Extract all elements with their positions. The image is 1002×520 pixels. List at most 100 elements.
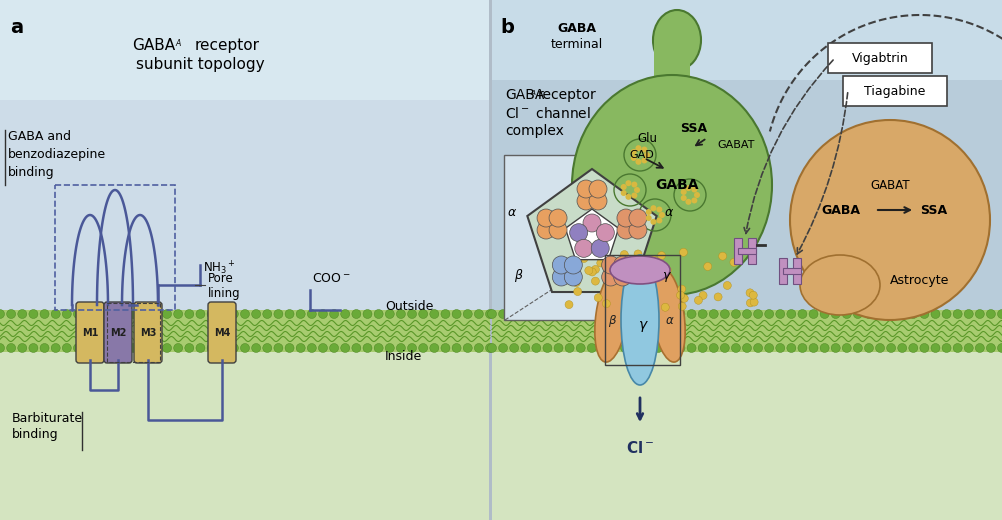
Circle shape [676, 344, 685, 353]
Circle shape [676, 291, 684, 299]
Circle shape [620, 184, 626, 190]
Circle shape [843, 309, 852, 318]
Text: receptor: receptor [538, 88, 597, 102]
Circle shape [40, 344, 49, 353]
Circle shape [486, 309, 495, 318]
Circle shape [252, 344, 261, 353]
Circle shape [330, 344, 339, 353]
Circle shape [843, 344, 852, 353]
Circle shape [920, 344, 929, 353]
Circle shape [452, 344, 461, 353]
Circle shape [630, 149, 636, 155]
Circle shape [731, 344, 740, 353]
Circle shape [441, 309, 450, 318]
Text: GABA: GABA [557, 22, 596, 35]
Text: M2: M2 [110, 328, 126, 337]
Circle shape [609, 344, 618, 353]
Circle shape [653, 344, 662, 353]
Circle shape [441, 344, 450, 353]
Circle shape [678, 302, 686, 310]
Bar [0, 310, 490, 352]
Text: Vigabtrin: Vigabtrin [852, 51, 909, 64]
Circle shape [463, 344, 472, 353]
Circle shape [680, 294, 688, 303]
Circle shape [7, 309, 16, 318]
Circle shape [657, 252, 665, 259]
Circle shape [687, 344, 696, 353]
Bar [748, 238, 756, 264]
Circle shape [51, 309, 60, 318]
Text: NH$_3$$^+$: NH$_3$$^+$ [203, 259, 235, 277]
Circle shape [7, 344, 16, 353]
Circle shape [549, 221, 567, 239]
Circle shape [129, 309, 138, 318]
Circle shape [588, 268, 596, 276]
Circle shape [184, 344, 193, 353]
Text: GABA: GABA [655, 178, 698, 192]
Polygon shape [527, 169, 656, 292]
Ellipse shape [800, 255, 880, 315]
Circle shape [687, 309, 696, 318]
Circle shape [285, 309, 294, 318]
Circle shape [635, 145, 641, 151]
Ellipse shape [621, 255, 659, 385]
Text: GABA: GABA [821, 203, 860, 216]
Circle shape [84, 309, 93, 318]
Circle shape [645, 215, 651, 221]
Text: Barbiturate: Barbiturate [12, 412, 83, 425]
Circle shape [575, 239, 593, 257]
Text: COO$^-$: COO$^-$ [312, 272, 351, 285]
Bar [492, 350, 1002, 520]
Circle shape [0, 344, 4, 353]
Text: GABA: GABA [505, 88, 544, 102]
Circle shape [598, 309, 607, 318]
Circle shape [656, 206, 662, 213]
Circle shape [118, 344, 127, 353]
Bar [0, 0, 490, 310]
Circle shape [629, 209, 647, 227]
Text: SSA: SSA [920, 203, 947, 216]
Circle shape [691, 187, 697, 192]
Polygon shape [565, 209, 618, 259]
Circle shape [552, 268, 570, 286]
Text: Glu: Glu [637, 132, 657, 145]
Circle shape [229, 309, 238, 318]
Circle shape [587, 344, 596, 353]
Circle shape [698, 309, 707, 318]
Circle shape [285, 344, 294, 353]
Circle shape [618, 263, 626, 271]
Circle shape [297, 309, 306, 318]
Text: Astrocyte: Astrocyte [891, 274, 950, 287]
Circle shape [18, 344, 27, 353]
Circle shape [140, 344, 149, 353]
Circle shape [625, 180, 631, 186]
Circle shape [73, 309, 82, 318]
Circle shape [787, 309, 796, 318]
Circle shape [352, 344, 361, 353]
Circle shape [430, 344, 439, 353]
Circle shape [386, 344, 394, 353]
Circle shape [631, 309, 640, 318]
Circle shape [552, 256, 570, 274]
Circle shape [729, 258, 737, 266]
Bar [738, 248, 756, 254]
Circle shape [986, 344, 995, 353]
Circle shape [140, 309, 149, 318]
Circle shape [909, 309, 918, 318]
Text: binding: binding [12, 428, 59, 441]
Circle shape [488, 344, 497, 353]
Circle shape [397, 309, 406, 318]
Circle shape [630, 155, 636, 161]
Circle shape [162, 344, 171, 353]
Circle shape [998, 309, 1002, 318]
Circle shape [474, 309, 483, 318]
Ellipse shape [595, 268, 629, 362]
Circle shape [240, 344, 249, 353]
Circle shape [798, 309, 807, 318]
Circle shape [691, 198, 697, 203]
Circle shape [635, 159, 641, 165]
Circle shape [887, 344, 896, 353]
Circle shape [659, 212, 665, 218]
Circle shape [62, 309, 71, 318]
Circle shape [680, 195, 686, 201]
